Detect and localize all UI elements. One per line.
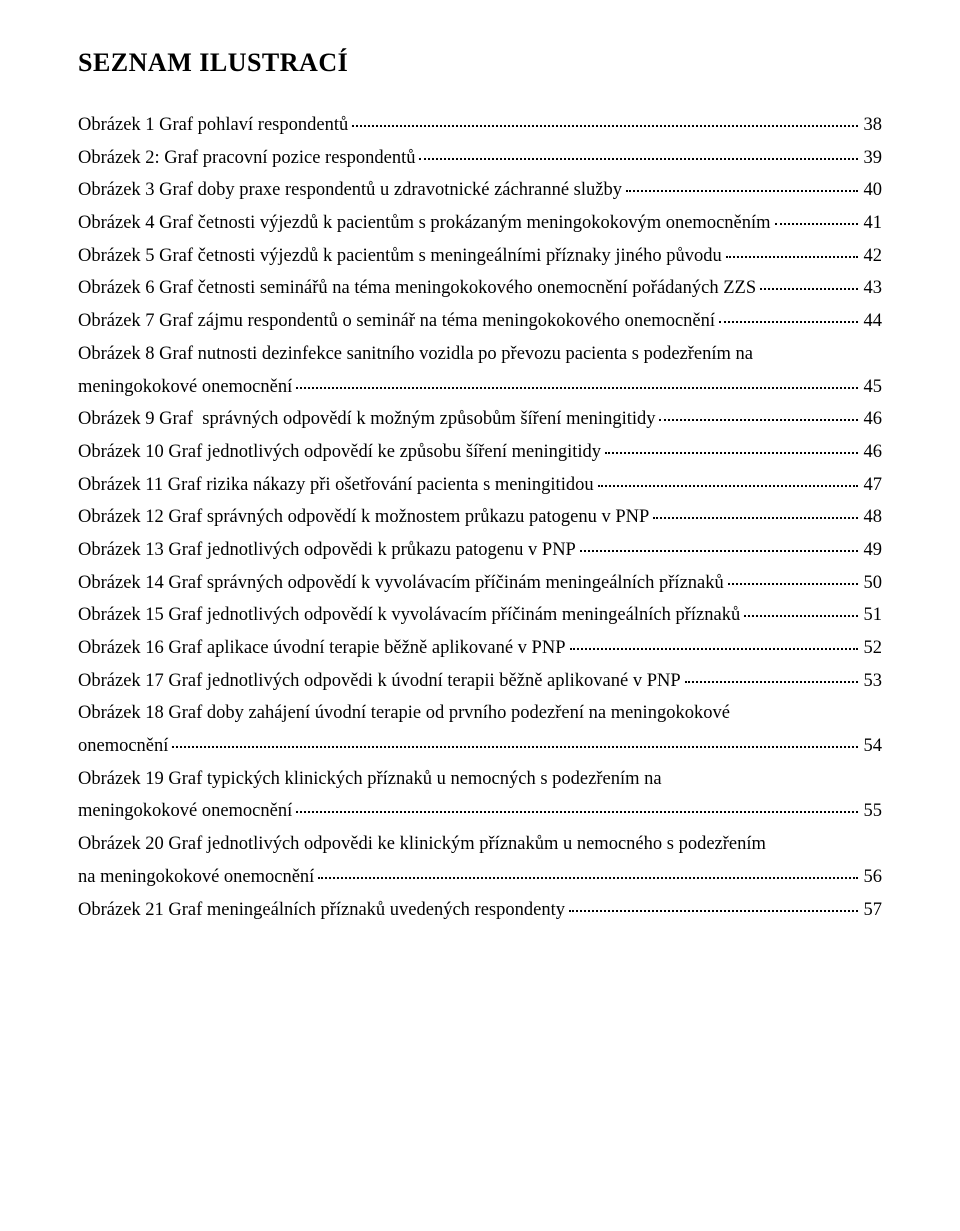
toc-entry: Obrázek 2: Graf pracovní pozice responde… — [78, 149, 882, 168]
toc-entry-text: Obrázek 17 Graf jednotlivých odpovědi k … — [78, 672, 681, 691]
toc-entry: Obrázek 11 Graf rizika nákazy při ošetřo… — [78, 476, 882, 495]
toc-page-number: 43 — [862, 279, 883, 298]
toc-entry-text: Obrázek 10 Graf jednotlivých odpovědí ke… — [78, 443, 601, 462]
toc-entry-text: Obrázek 21 Graf meningeálních příznaků u… — [78, 901, 565, 920]
list-of-figures: Obrázek 1 Graf pohlaví respondentů38Obrá… — [78, 116, 882, 919]
toc-entry: onemocnění 54 — [78, 737, 882, 756]
toc-page-number: 53 — [862, 672, 883, 691]
toc-leader-dots — [760, 288, 857, 290]
toc-entry: Obrázek 10 Graf jednotlivých odpovědí ke… — [78, 443, 882, 462]
toc-entry: Obrázek 4 Graf četnosti výjezdů k pacien… — [78, 214, 882, 233]
toc-page-number: 39 — [862, 149, 883, 168]
toc-page-number: 47 — [862, 476, 883, 495]
toc-leader-dots — [296, 387, 857, 389]
toc-entry-text: Obrázek 3 Graf doby praxe respondentů u … — [78, 181, 622, 200]
toc-leader-dots — [580, 550, 858, 552]
toc-page-number: 54 — [862, 737, 883, 756]
toc-leader-dots — [605, 452, 857, 454]
toc-page-number: 44 — [862, 312, 883, 331]
toc-entry: Obrázek 3 Graf doby praxe respondentů u … — [78, 181, 882, 200]
toc-page-number: 48 — [862, 508, 883, 527]
toc-leader-dots — [570, 648, 858, 650]
toc-page-number: 57 — [862, 901, 883, 920]
toc-entry-text: meningokokové onemocnění — [78, 802, 292, 821]
toc-entry: Obrázek 16 Graf aplikace úvodní terapie … — [78, 639, 882, 658]
toc-entry-text: Obrázek 5 Graf četnosti výjezdů k pacien… — [78, 247, 722, 266]
toc-page-number: 50 — [862, 574, 883, 593]
toc-page-number: 46 — [862, 443, 883, 462]
toc-leader-dots — [626, 190, 858, 192]
toc-entry-text: Obrázek 4 Graf četnosti výjezdů k pacien… — [78, 214, 771, 233]
toc-entry-text: Obrázek 12 Graf správných odpovědí k mož… — [78, 508, 649, 527]
toc-entry: Obrázek 5 Graf četnosti výjezdů k pacien… — [78, 247, 882, 266]
toc-leader-dots — [719, 321, 857, 323]
toc-entry-text: Obrázek 6 Graf četnosti seminářů na téma… — [78, 279, 756, 298]
toc-page-number: 49 — [862, 541, 883, 560]
toc-leader-dots — [685, 681, 858, 683]
toc-page-number: 40 — [862, 181, 883, 200]
toc-entry: Obrázek 7 Graf zájmu respondentů o semin… — [78, 312, 882, 331]
toc-entry-text: onemocnění — [78, 737, 168, 756]
toc-entry-text: Obrázek 7 Graf zájmu respondentů o semin… — [78, 312, 715, 331]
toc-leader-dots — [744, 615, 857, 617]
toc-entry-text: Obrázek 2: Graf pracovní pozice responde… — [78, 149, 415, 168]
toc-entry-text: Obrázek 15 Graf jednotlivých odpovědí k … — [78, 606, 740, 625]
toc-entry: Obrázek 14 Graf správných odpovědí k vyv… — [78, 574, 882, 593]
toc-leader-dots — [419, 158, 857, 160]
toc-entry-text: Obrázek 11 Graf rizika nákazy při ošetřo… — [78, 476, 594, 495]
toc-page-number: 51 — [862, 606, 883, 625]
toc-entry-line: Obrázek 19 Graf typických klinických pří… — [78, 770, 882, 789]
page-title: SEZNAM ILUSTRACÍ — [78, 48, 882, 78]
toc-entry: Obrázek 6 Graf četnosti seminářů na téma… — [78, 279, 882, 298]
toc-entry-line: Obrázek 8 Graf nutnosti dezinfekce sanit… — [78, 345, 882, 364]
toc-page-number: 38 — [862, 116, 883, 135]
toc-leader-dots — [352, 125, 857, 127]
toc-leader-dots — [296, 811, 857, 813]
toc-entry-text: Obrázek 14 Graf správných odpovědí k vyv… — [78, 574, 724, 593]
toc-page-number: 42 — [862, 247, 883, 266]
toc-entry: Obrázek 21 Graf meningeálních příznaků u… — [78, 901, 882, 920]
toc-leader-dots — [653, 517, 857, 519]
toc-entry: meningokokové onemocnění 45 — [78, 378, 882, 397]
toc-leader-dots — [775, 223, 858, 225]
toc-page-number: 46 — [862, 410, 883, 429]
toc-entry: meningokokové onemocnění 55 — [78, 802, 882, 821]
toc-leader-dots — [598, 485, 858, 487]
toc-page-number: 52 — [862, 639, 883, 658]
toc-page-number: 45 — [862, 378, 883, 397]
toc-entry-text: meningokokové onemocnění — [78, 378, 292, 397]
toc-entry-text: Obrázek 13 Graf jednotlivých odpovědi k … — [78, 541, 576, 560]
toc-entry: Obrázek 13 Graf jednotlivých odpovědi k … — [78, 541, 882, 560]
toc-entry: Obrázek 1 Graf pohlaví respondentů 38 — [78, 116, 882, 135]
document-page: SEZNAM ILUSTRACÍ Obrázek 1 Graf pohlaví … — [0, 0, 960, 1231]
toc-leader-dots — [726, 256, 858, 258]
toc-entry-line: Obrázek 20 Graf jednotlivých odpovědi ke… — [78, 835, 882, 854]
toc-entry-text: Obrázek 9 Graf správných odpovědí k možn… — [78, 410, 655, 429]
toc-leader-dots — [318, 877, 857, 879]
toc-entry: Obrázek 12 Graf správných odpovědí k mož… — [78, 508, 882, 527]
toc-entry-text: Obrázek 16 Graf aplikace úvodní terapie … — [78, 639, 566, 658]
toc-entry-line: Obrázek 18 Graf doby zahájení úvodní ter… — [78, 704, 882, 723]
toc-entry-text: na meningokokové onemocnění — [78, 868, 314, 887]
toc-entry: Obrázek 17 Graf jednotlivých odpovědi k … — [78, 672, 882, 691]
toc-entry: Obrázek 9 Graf správných odpovědí k možn… — [78, 410, 882, 429]
toc-leader-dots — [569, 910, 858, 912]
toc-page-number: 56 — [862, 868, 883, 887]
toc-leader-dots — [659, 419, 857, 421]
toc-entry: na meningokokové onemocnění 56 — [78, 868, 882, 887]
toc-leader-dots — [172, 746, 857, 748]
toc-entry-text: Obrázek 1 Graf pohlaví respondentů — [78, 116, 348, 135]
toc-entry: Obrázek 15 Graf jednotlivých odpovědí k … — [78, 606, 882, 625]
toc-page-number: 55 — [862, 802, 883, 821]
toc-leader-dots — [728, 583, 858, 585]
toc-page-number: 41 — [862, 214, 883, 233]
